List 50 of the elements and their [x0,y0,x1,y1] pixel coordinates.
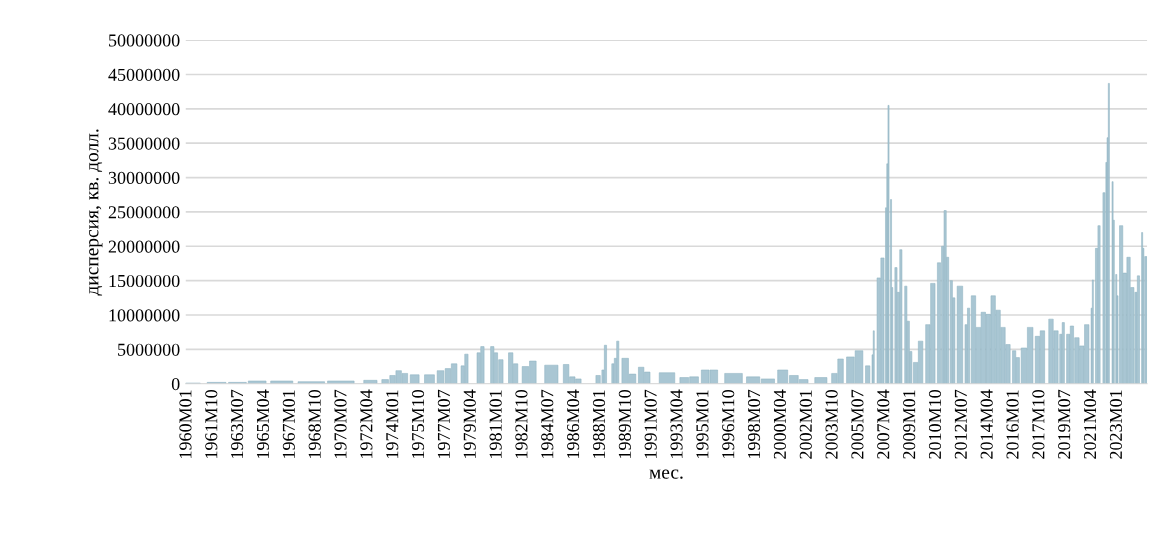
x-tick-label: 1967M01 [282,390,295,458]
x-tick-label: 2021M04 [1083,389,1097,459]
x-axis-title: мес. [649,469,683,479]
x-tick-label: 2003M10 [825,389,838,459]
x-tick-label: 1995M01 [696,390,709,458]
x-tick-label: 1984M07 [541,389,554,458]
y-tick-label: 50000000 [109,34,180,47]
x-tick-label: 1982M10 [515,389,528,458]
x-tick-label: 1974M01 [386,390,399,458]
x-tick-label: 2017M10 [1032,389,1045,459]
x-tick-label: 2000M04 [773,389,786,459]
x-tick-label: 1986M04 [567,389,580,458]
x-tick-label: 2010M10 [928,389,942,459]
x-tick-label: 1975M10 [411,389,425,458]
x-tick-label: 2014M04 [980,389,993,459]
y-tick-label: 35000000 [108,137,180,150]
x-tick-label: 1961M10 [205,389,218,458]
y-tick-label: 30000000 [108,171,180,184]
x-tick-label: 1988M01 [592,390,606,458]
y-tick-label: 0 [171,377,180,391]
y-tick-label: 20000000 [108,240,180,253]
x-tick-label: 1979M04 [463,389,476,458]
y-tick-label: 25000000 [108,206,180,219]
x-tick-label: 1996M10 [722,389,735,458]
x-tick-label: 1968M10 [308,389,321,458]
x-tick-label: 1991M07 [644,389,657,458]
x-tick-label: 1970M07 [334,389,347,458]
x-tick-label: 2023M01 [1109,390,1123,459]
x-tick-label: 2002M01 [799,390,812,459]
x-tick-label: 2012M07 [954,389,967,459]
x-tick-label: 2009M01 [903,390,916,459]
y-tick-label: 5000000 [118,343,180,356]
y-tick-label: 40000000 [108,103,180,116]
x-tick-label: 1972M04 [360,389,373,458]
x-tick-label: 1998M07 [747,389,761,458]
x-tick-label: 2019M07 [1058,389,1071,459]
x-tick-label: 1965M04 [256,389,270,458]
x-tick-label: 2016M01 [1006,390,1019,459]
x-tick-label: 1989M10 [618,389,631,458]
y-tick-label: 45000000 [108,68,180,81]
x-tick-label: 2005M07 [851,389,864,459]
x-tick-label: 1981M01 [489,390,502,458]
x-tick-label: 1993M04 [670,389,683,458]
x-tick-label: 1963M07 [230,389,244,458]
x-tick-label: 1960M01 [179,390,192,458]
y-tick-label: 10000000 [109,309,180,322]
x-tick-label: 2007M04 [877,389,890,459]
y-axis-title: дисперсия, кв. долл. [89,129,103,296]
y-tick-label: 15000000 [109,274,180,288]
x-tick-label: 1977M07 [437,389,450,458]
